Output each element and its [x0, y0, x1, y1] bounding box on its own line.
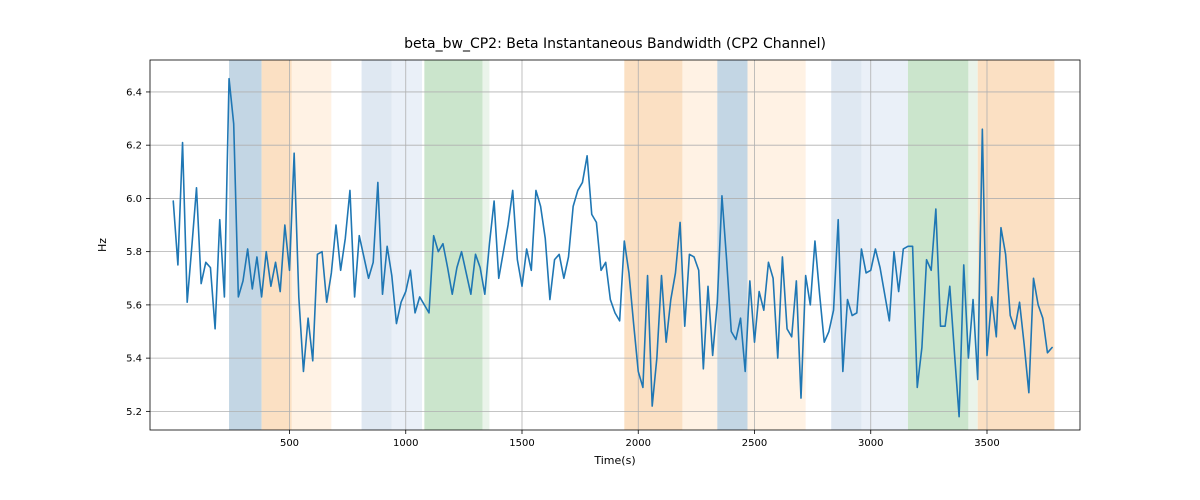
- x-tick-label: 1000: [393, 438, 418, 449]
- y-tick-label: 6.4: [126, 87, 142, 98]
- y-tick-label: 5.4: [126, 354, 142, 365]
- line-chart: 500 1000 1500 2000 2500 3000 3500 5.2 5.4 5.6 5.8…: [0, 0, 1200, 500]
- x-tick-label: 3500: [974, 438, 999, 449]
- y-tick-label: 6.0: [126, 194, 142, 205]
- y-axis-ticks: 5.2 5.4 5.6 5.8 6.0 6.2 6.4: [126, 87, 150, 417]
- y-tick-label: 5.8: [126, 247, 142, 258]
- chart-container: 500 1000 1500 2000 2500 3000 3500 5.2 5.4 5.6 5.8…: [0, 0, 1200, 500]
- x-tick-label: 3000: [858, 438, 883, 449]
- y-tick-label: 5.6: [126, 300, 142, 311]
- x-tick-label: 1500: [509, 438, 534, 449]
- y-tick-label: 6.2: [126, 141, 142, 152]
- x-tick-label: 2500: [742, 438, 767, 449]
- y-axis-label: Hz: [96, 238, 109, 252]
- chart-title: beta_bw_CP2: Beta Instantaneous Bandwidt…: [404, 36, 826, 52]
- x-tick-label: 2000: [626, 438, 651, 449]
- x-axis-ticks: 500 1000 1500 2000 2500 3000 3500: [280, 430, 1000, 449]
- y-tick-label: 5.2: [126, 407, 142, 418]
- x-axis-label: Time(s): [593, 454, 635, 467]
- x-tick-label: 500: [280, 438, 299, 449]
